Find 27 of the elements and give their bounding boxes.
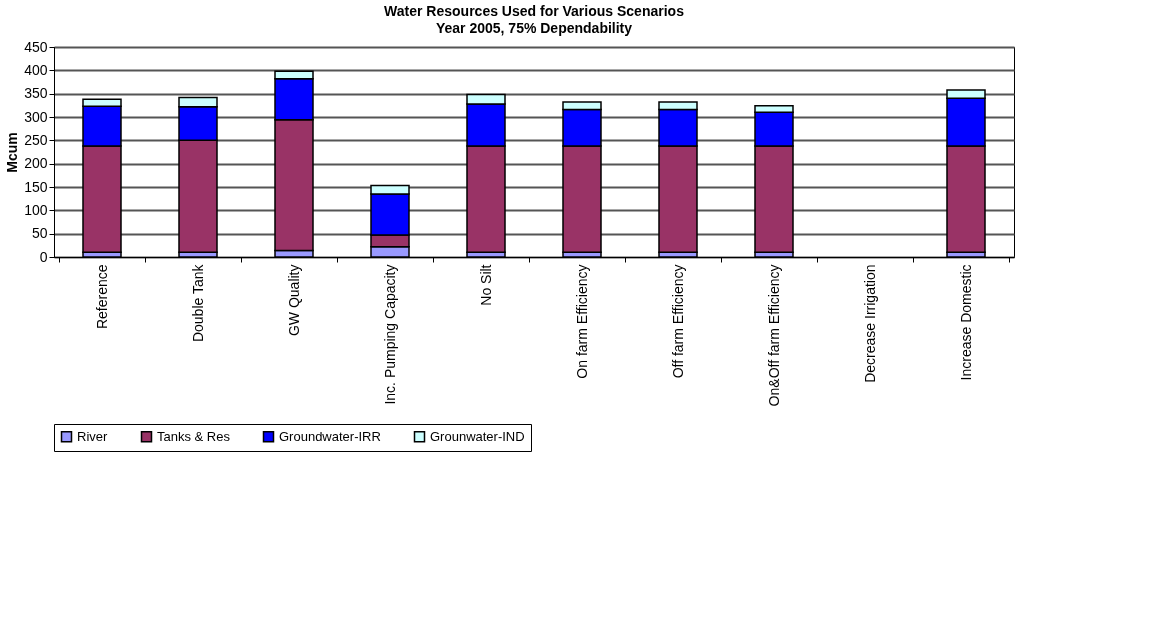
chart-title: Water Resources Used for Various Scenarios (384, 3, 685, 19)
y-tick-label: 250 (24, 131, 48, 148)
x-tick-label: Reference (93, 264, 110, 330)
x-tick-label: On farm Efficiency (573, 264, 590, 379)
legend-label: River (77, 428, 109, 444)
legend-label: Tanks & Res (157, 428, 231, 444)
y-tick-label: 0 (39, 248, 48, 265)
chart-subtitle: Year 2005, 75% Dependability (435, 20, 633, 36)
y-tick-label: 350 (24, 85, 48, 102)
y-tick-label: 150 (24, 178, 48, 195)
y-tick-label: 300 (24, 108, 48, 125)
x-tick-label: Off farm Efficiency (669, 264, 686, 379)
x-tick-label: On&Off farm Efficiency (765, 264, 782, 407)
legend-label: Grounwater-IND (430, 428, 525, 444)
y-tick-label: 450 (24, 38, 48, 55)
x-tick-label: Decrease Irrigation (861, 264, 878, 383)
y-tick-label: 400 (24, 61, 48, 78)
y-tick-label: 50 (31, 225, 48, 242)
legend-label: Groundwater-IRR (279, 428, 381, 444)
x-tick-label: Inc. Pumping Capacity (381, 264, 398, 405)
x-tick-label: Double Tank (189, 263, 206, 343)
y-tick-label: 200 (24, 155, 48, 172)
x-tick-label: Increase Domestic (957, 264, 974, 381)
y-tick-label: 100 (24, 201, 48, 218)
y-axis-title: Mcum (4, 132, 21, 173)
x-tick-label: No Silt (477, 264, 494, 306)
x-tick-label: GW Quality (285, 264, 302, 337)
